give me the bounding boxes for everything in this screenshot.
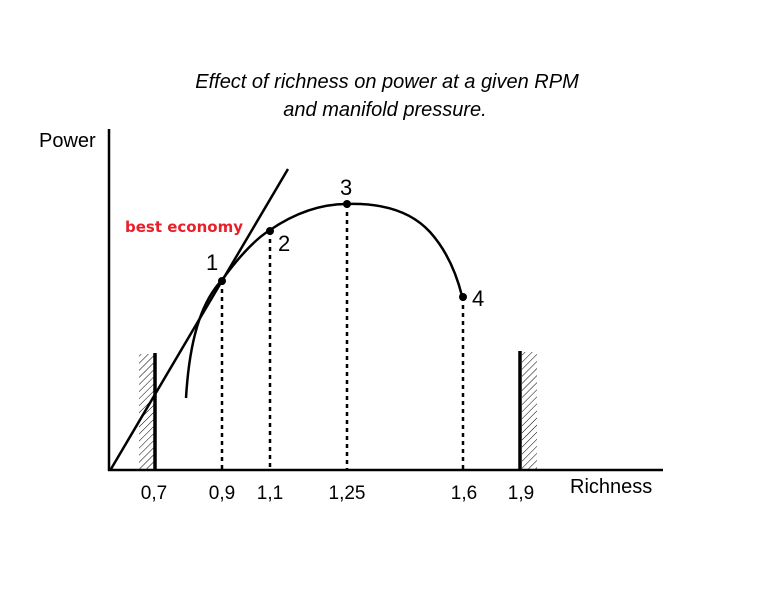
point-2-marker [266,227,274,235]
tick-label-0-7: 0,7 [141,483,167,504]
point-3-marker [343,200,351,208]
tick-label-1-9: 1,9 [508,483,534,504]
x-axis-label: Richness [570,476,652,498]
title-line-2: and manifold pressure. [283,99,486,121]
rich-limit-hatch [518,351,537,471]
point-4-label: 4 [472,286,484,311]
tick-label-1-6: 1,6 [451,483,477,504]
lean-limit-hatch [139,353,157,471]
point-1-label: 1 [206,250,218,275]
tick-label-1-25: 1,25 [329,483,366,504]
point-2-label: 2 [278,231,290,256]
tick-label-1-1: 1,1 [257,483,283,504]
point-1-marker [218,277,226,285]
point-4-marker [459,293,467,301]
best-economy-annotation: best economy [125,218,243,236]
power-curve [184,202,464,399]
y-axis-label: Power [39,130,96,152]
title-line-1: Effect of richness on power at a given R… [195,71,579,93]
tick-label-0-9: 0,9 [209,483,235,504]
point-3-label: 3 [340,175,352,200]
